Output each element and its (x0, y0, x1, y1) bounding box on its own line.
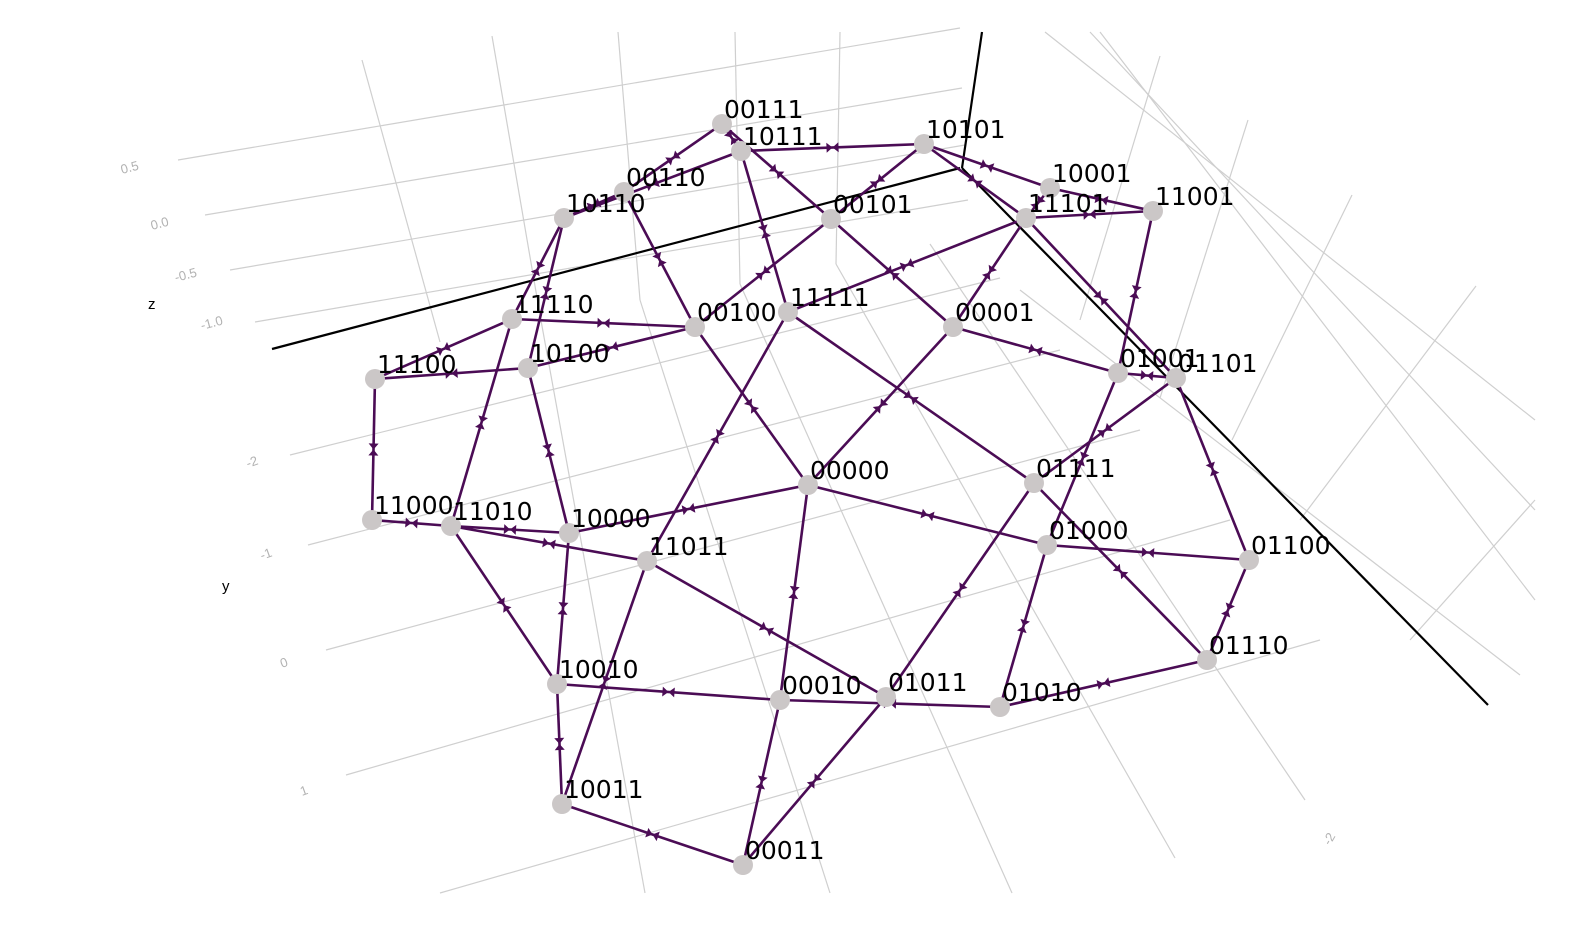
vertical-axis-line (962, 32, 982, 168)
edge-arrow-11101-11111 (900, 258, 915, 272)
edge-arrow-00010-00011 (755, 776, 767, 790)
node-label-10100: 10100 (530, 339, 610, 368)
edge-arrow-11001-01001 (1129, 285, 1141, 299)
edge-arrow-10000-10010 (558, 602, 569, 615)
edge-arrow-01110-01010 (1097, 677, 1111, 689)
edge-arrow-10111-10101 (826, 142, 838, 152)
node-label-00011: 00011 (745, 836, 825, 865)
node-label-01101: 01101 (1178, 349, 1258, 378)
node-label-10010: 10010 (559, 655, 639, 684)
node-label-01010: 01010 (1002, 678, 1082, 707)
x-tick-label: -2 (1320, 830, 1339, 848)
y-tick-label: -2 (244, 453, 260, 471)
edge-arrow-01100-01110 (1221, 603, 1235, 618)
node-label-01111: 01111 (1036, 454, 1116, 483)
edge-arrow-11110-11010 (475, 415, 488, 429)
node-label-01011: 01011 (888, 668, 968, 697)
node-label-11000: 11000 (374, 491, 454, 520)
edge-arrow-10100-10000 (542, 443, 555, 457)
edge-arrow-10111-11111 (758, 224, 771, 238)
z-tick-label: -1.0 (199, 313, 225, 333)
z-tick-label: 0.0 (149, 214, 170, 233)
node-label-00010: 00010 (782, 671, 862, 700)
node-label-10000: 10000 (571, 504, 651, 533)
z-axis-title: z (148, 296, 156, 313)
edge-arrow-11010-11011 (542, 538, 556, 550)
node-label-00101: 00101 (833, 190, 913, 219)
y-tick-label: -1 (258, 545, 274, 563)
node-label-00000: 00000 (810, 456, 890, 485)
node-label-00110: 00110 (626, 163, 706, 192)
node-label-10110: 10110 (566, 189, 646, 218)
node-label-00100: 00100 (697, 298, 777, 327)
edge-arrow-11011-01011 (759, 622, 774, 637)
labels-layer: 00000 00001 00010 00011 00100 00101 00110 00111… (374, 95, 1331, 865)
edge-arrow-10101-10001 (980, 159, 995, 172)
node-label-01100: 01100 (1251, 531, 1331, 560)
z-tick-label: -0.5 (173, 265, 199, 285)
node-label-11011: 11011 (649, 532, 729, 561)
node-label-11100: 11100 (377, 350, 457, 379)
node-label-00001: 00001 (955, 298, 1035, 327)
edge-arrow-00000-01000 (920, 509, 934, 522)
node-label-10001: 10001 (1052, 159, 1132, 188)
edge-arrow-11010-10010 (497, 597, 512, 613)
node-label-11010: 11010 (453, 497, 533, 526)
y-axis-title: y (222, 578, 230, 595)
node-label-01110: 01110 (1209, 631, 1289, 660)
edge-arrow-00000-00010 (788, 586, 799, 599)
node-label-10101: 10101 (926, 115, 1006, 144)
edge-arrow-10000-00000 (682, 503, 696, 515)
edge-arrow-01000-01100 (1142, 547, 1155, 558)
edge-arrow-11110-00100 (597, 318, 609, 329)
node-label-11110: 11110 (514, 290, 594, 319)
edge-arrow-11101-00001 (982, 265, 997, 281)
nodes-layer (362, 114, 1259, 875)
y-tick-label: 1 (298, 782, 310, 799)
node-label-10111: 10111 (743, 122, 823, 151)
node-label-10011: 10011 (564, 775, 644, 804)
node-label-00111: 00111 (724, 95, 804, 124)
y-tick-label: 0 (278, 654, 290, 671)
node-label-11001: 11001 (1155, 182, 1235, 211)
z-tick-label: 0.5 (119, 158, 140, 177)
edge-arrow-01101-01100 (1206, 462, 1220, 477)
edge-arrow-10010-10011 (554, 738, 564, 750)
edge-arrow-10010-00010 (662, 687, 675, 698)
tick-labels: 0.5 0.0 -0.5 -1.0 z -2 -1 0 1 y -2 (119, 158, 1338, 848)
node-label-01000: 01000 (1049, 516, 1129, 545)
edge-arrow-11100-11000 (368, 443, 378, 455)
edge-arrow-01000-01010 (1017, 619, 1030, 633)
edge-arrow-11111-11011 (710, 429, 725, 444)
node-label-11101: 11101 (1028, 189, 1108, 218)
node-label-11111: 11111 (790, 283, 870, 312)
